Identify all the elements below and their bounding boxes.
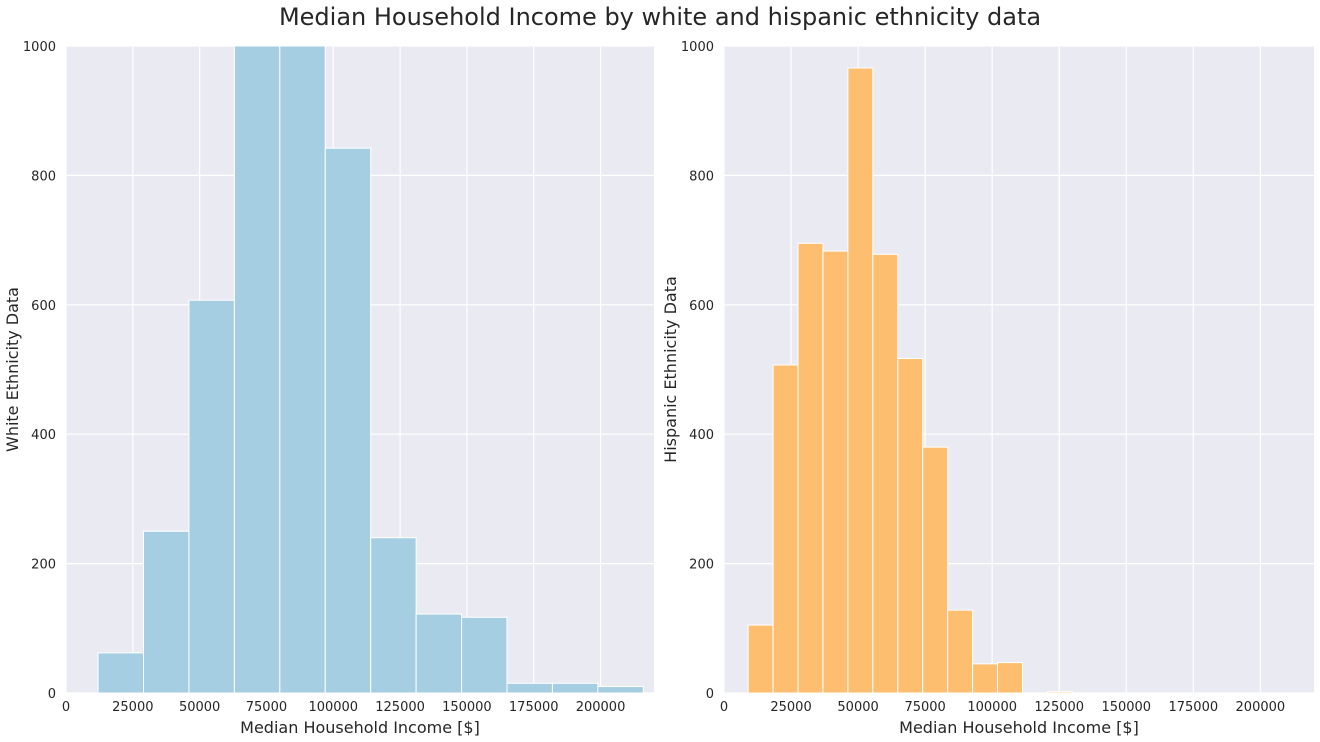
x-tick-label: 100000 (308, 700, 358, 715)
x-tick-label: 100000 (967, 700, 1017, 715)
y-tick-label: 1000 (23, 40, 56, 55)
x-tick-label: 75000 (904, 700, 945, 715)
histogram-bar (897, 358, 924, 694)
y-tick-label: 0 (48, 687, 56, 702)
histogram-bar (997, 662, 1023, 694)
histogram-bar (324, 147, 372, 694)
x-axis-label: Median Household Income [$] (899, 718, 1139, 737)
x-tick-label: 25000 (770, 700, 811, 715)
histogram-bar (972, 663, 999, 694)
histogram-bar (506, 682, 553, 694)
x-tick-labels: 0 25000 50000 75000 100000 125000 150000 175000… (62, 700, 626, 715)
x-tick-label: 0 (62, 700, 70, 715)
histogram-bar (188, 299, 235, 694)
x-tick-label: 75000 (246, 700, 287, 715)
y-axis-label: White Ethnicity Data (3, 287, 22, 452)
histogram-bar (461, 616, 508, 694)
y-axis-label: Hispanic Ethnicity Data (661, 276, 680, 463)
x-tick-label: 125000 (1034, 700, 1084, 715)
histogram-bar (97, 652, 145, 694)
histogram-bar (415, 613, 463, 694)
y-tick-labels: 0 200 400 600 800 1000 (23, 40, 56, 702)
y-tick-label: 400 (689, 428, 714, 443)
y-tick-label: 1000 (681, 40, 714, 55)
hispanic-histogram-panel: 0 25000 50000 75000 100000 125000 150000 175000… (661, 40, 1314, 737)
histogram-bar (370, 537, 417, 694)
x-tick-label: 150000 (442, 700, 492, 715)
y-tick-label: 600 (31, 299, 56, 314)
histogram-bar (1046, 691, 1073, 694)
histogram-bar (143, 530, 190, 694)
histogram-bar (947, 609, 974, 694)
histogram-bar (597, 686, 644, 694)
histogram-bar (551, 682, 599, 694)
x-tick-label: 200000 (1236, 700, 1286, 715)
x-tick-label: 50000 (837, 700, 878, 715)
x-tick-label: 50000 (179, 700, 220, 715)
histogram-bar (797, 242, 824, 694)
histogram-bar (772, 364, 799, 694)
histogram-bars (747, 67, 1073, 694)
x-tick-label: 125000 (375, 700, 425, 715)
x-tick-label: 150000 (1101, 700, 1151, 715)
histogram-bar (822, 250, 849, 694)
histogram-bar (922, 446, 949, 694)
y-tick-label: 200 (31, 558, 56, 573)
figure-title: Median Household Income by white and his… (279, 3, 1041, 31)
x-axis-label: Median Household Income [$] (240, 718, 480, 737)
histogram-bars (97, 45, 644, 694)
y-tick-label: 800 (689, 169, 714, 184)
white-histogram-panel: 0 25000 50000 75000 100000 125000 150000 175000… (3, 40, 654, 737)
x-tick-label: 175000 (509, 700, 559, 715)
x-tick-labels: 0 25000 50000 75000 100000 125000 150000 175000… (720, 700, 1285, 715)
y-tick-label: 200 (689, 558, 714, 573)
x-tick-label: 200000 (576, 700, 626, 715)
x-tick-label: 175000 (1168, 700, 1218, 715)
histogram-bar (872, 253, 899, 694)
x-tick-label: 25000 (112, 700, 153, 715)
y-tick-label: 800 (31, 169, 56, 184)
y-tick-labels: 0 200 400 600 800 1000 (681, 40, 714, 702)
x-tick-label: 0 (720, 700, 728, 715)
y-tick-label: 400 (31, 428, 56, 443)
histogram-bar (279, 45, 326, 694)
y-tick-label: 0 (706, 687, 714, 702)
y-tick-label: 600 (689, 299, 714, 314)
histogram-bar (747, 624, 774, 694)
histogram-bar (233, 45, 281, 694)
histogram-bar (847, 67, 874, 694)
